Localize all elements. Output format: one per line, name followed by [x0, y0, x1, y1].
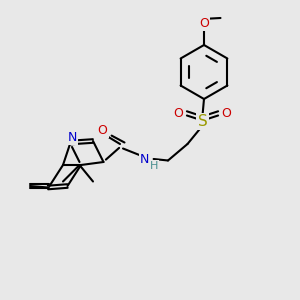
Text: O: O — [199, 16, 209, 30]
Text: O: O — [98, 124, 107, 137]
Text: H: H — [149, 160, 158, 171]
Text: S: S — [198, 114, 207, 129]
Text: N: N — [140, 152, 149, 166]
Text: O: O — [174, 107, 183, 120]
Text: N: N — [67, 130, 77, 144]
Text: O: O — [222, 107, 231, 120]
